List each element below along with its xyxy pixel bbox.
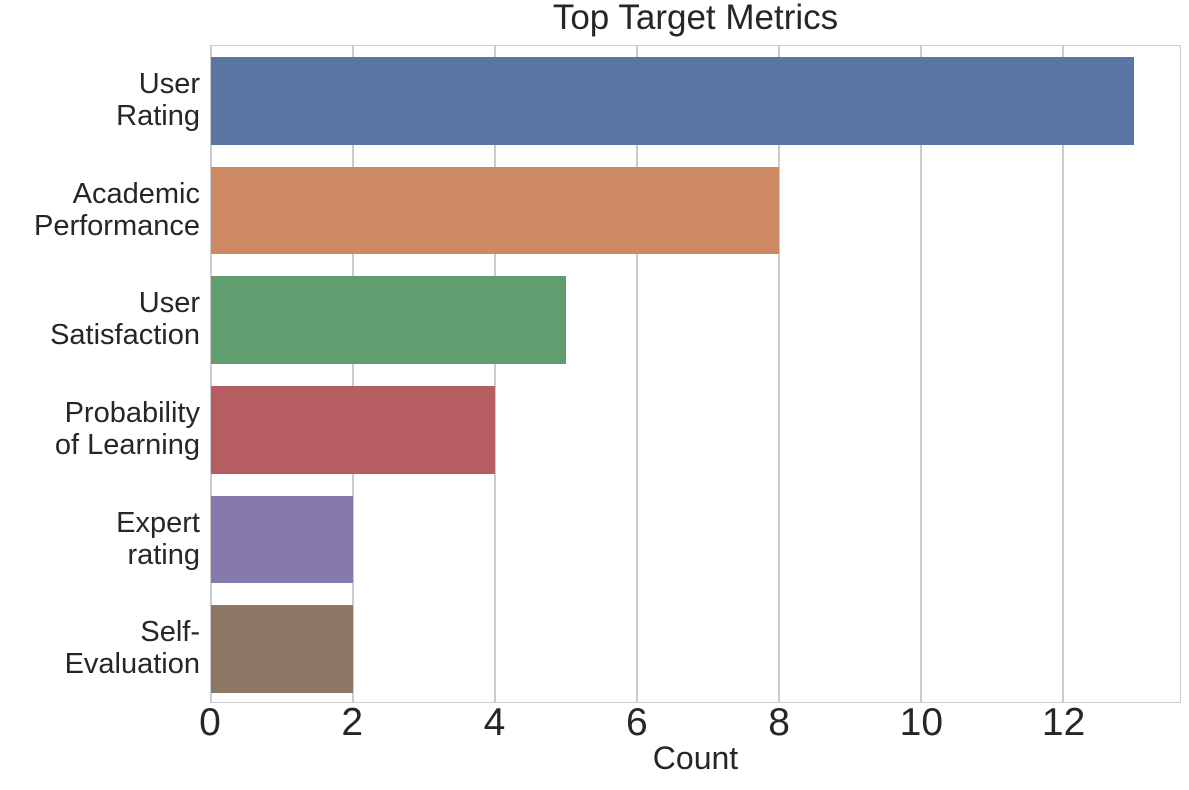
gridline-x-4 xyxy=(494,46,496,702)
gridline-x-0 xyxy=(210,46,212,702)
x-tick-label-12: 12 xyxy=(1041,701,1086,744)
x-tick-label-4: 4 xyxy=(483,701,506,744)
x-tick-label-6: 6 xyxy=(625,701,648,744)
bar-academic-performance xyxy=(211,166,779,255)
y-tick-label-academic-performance: Academic Performance xyxy=(33,177,200,242)
y-tick-label-self-evaluation: Self- Evaluation xyxy=(64,616,200,681)
bar-expert-rating xyxy=(211,495,353,584)
y-tick-label-probability-of-learning: Probability of Learning xyxy=(54,396,200,461)
gridline-x-10 xyxy=(920,46,922,702)
bar-user-rating xyxy=(211,56,1134,145)
bar-user-satisfaction xyxy=(211,276,566,365)
gridline-x-12 xyxy=(1062,46,1064,702)
bar-probability-of-learning xyxy=(211,385,495,474)
gridline-x-8 xyxy=(778,46,780,702)
gridline-x-2 xyxy=(352,46,354,702)
gridline-x-6 xyxy=(636,46,638,702)
x-tick-label-2: 2 xyxy=(341,701,364,744)
x-tick-label-8: 8 xyxy=(768,701,790,744)
plot-area xyxy=(210,45,1181,703)
chart-title: Top Target Metrics xyxy=(552,0,839,37)
x-tick-label-10: 10 xyxy=(899,701,944,744)
y-tick-label-user-satisfaction: User Satisfaction xyxy=(50,287,200,352)
x-tick-label-0: 0 xyxy=(199,701,221,744)
y-tick-label-user-rating: User Rating xyxy=(116,67,200,132)
y-tick-label-expert-rating: Expert rating xyxy=(116,506,200,571)
x-axis-label: Count xyxy=(652,740,739,776)
bar-self-evaluation xyxy=(211,605,353,694)
